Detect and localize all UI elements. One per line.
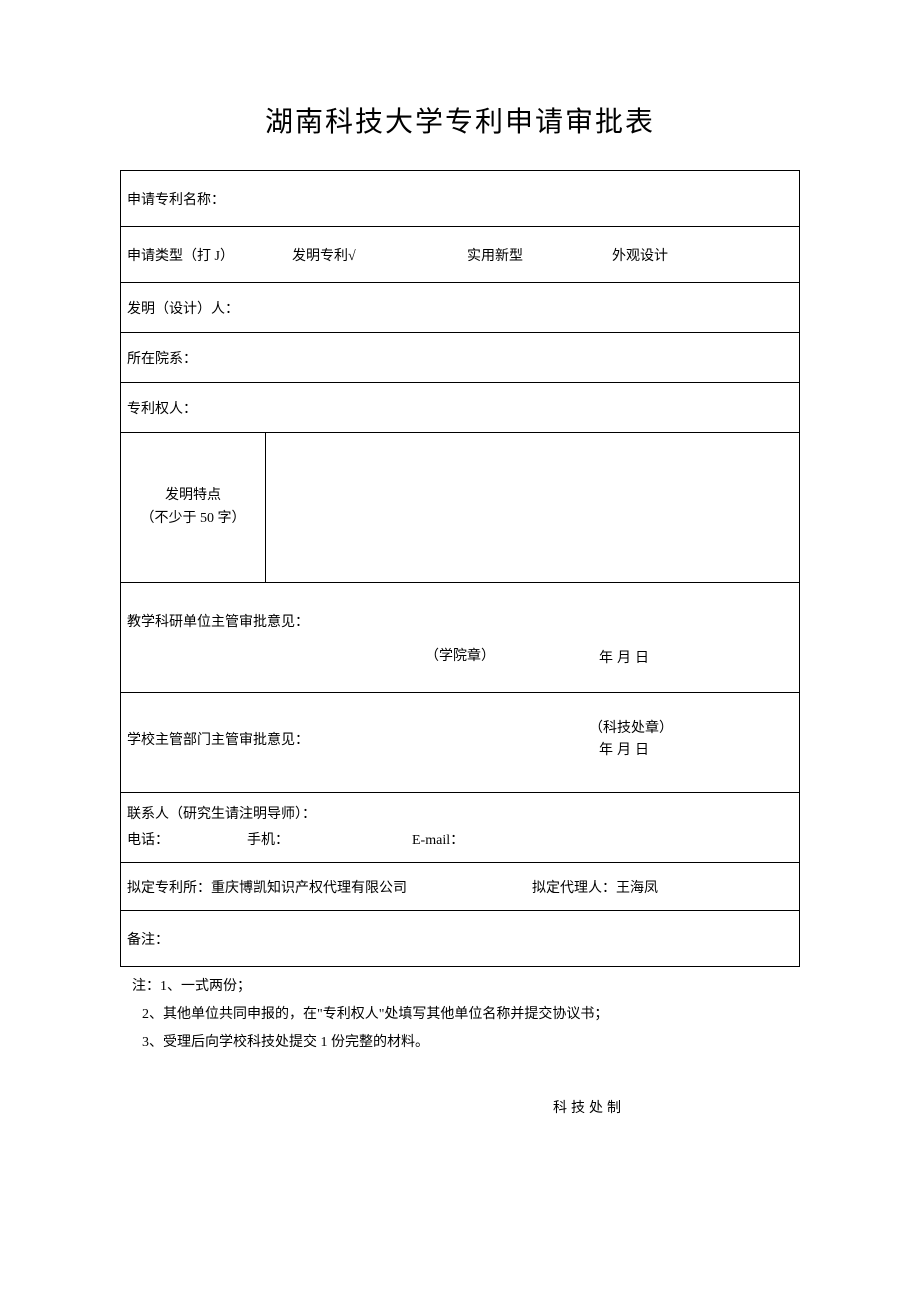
remark-label: 备注： xyxy=(127,933,169,948)
type-option-design: 外观设计 xyxy=(612,245,732,265)
note-2: 2、其他单位共同申报的，在"专利权人"处填写其他单位名称并提交协议书； xyxy=(142,1001,800,1029)
department-row: 所在院系： xyxy=(121,333,800,383)
patent-owner-row: 专利权人： xyxy=(121,383,800,433)
patent-owner-label: 专利权人： xyxy=(127,402,197,417)
school-seal-text: （科技处章） xyxy=(589,717,673,737)
type-option-utility: 实用新型 xyxy=(467,245,612,265)
note-3: 3、受理后向学校科技处提交 1 份完整的材料。 xyxy=(142,1029,800,1057)
feature-label-cell: 发明特点 （不少于 50 字） xyxy=(121,433,266,583)
type-label: 申请类型（打 J） xyxy=(127,245,292,265)
feature-content-cell xyxy=(266,433,800,583)
contact-tel-label: 电话： xyxy=(127,828,247,853)
contact-email-label: E-mail： xyxy=(412,828,464,853)
type-option-invention: 发明专利√ xyxy=(292,245,467,265)
school-approval-label: 学校主管部门主管审批意见： xyxy=(127,729,793,749)
unit-seal-text: （学院章） xyxy=(127,645,793,665)
approval-form-table: 申请专利名称： 申请类型（打 J） 发明专利√ 实用新型 外观设计 发明（设计）… xyxy=(120,170,800,967)
note-1: 注：1、一式两份； xyxy=(132,973,800,1001)
school-approval-row: 学校主管部门主管审批意见： （科技处章） 年月日 xyxy=(121,693,800,793)
agent-person-label: 拟定代理人：王海凤 xyxy=(532,877,658,897)
unit-approval-label: 教学科研单位主管审批意见： xyxy=(127,611,793,631)
feature-label-line1: 发明特点 xyxy=(127,485,259,507)
unit-approval-date: 年月日 xyxy=(599,647,653,667)
feature-label-line2: （不少于 50 字） xyxy=(127,508,259,530)
remark-row: 备注： xyxy=(121,911,800,967)
inventor-label: 发明（设计）人： xyxy=(127,302,239,317)
contact-mobile-label: 手机： xyxy=(247,828,412,853)
school-approval-date: 年月日 xyxy=(599,739,653,759)
agent-row: 拟定专利所：重庆博凯知识产权代理有限公司 拟定代理人：王海凤 xyxy=(121,863,800,911)
contact-person-label: 联系人（研究生请注明导师）： xyxy=(127,802,793,827)
inventor-row: 发明（设计）人： xyxy=(121,283,800,333)
footer-text: 科技处制 xyxy=(120,1097,800,1117)
agent-office-label: 拟定专利所：重庆博凯知识产权代理有限公司 xyxy=(127,877,532,897)
contact-row: 联系人（研究生请注明导师）： 电话： 手机： E-mail： xyxy=(121,793,800,863)
page-title: 湖南科技大学专利申请审批表 xyxy=(120,100,800,140)
unit-approval-row: 教学科研单位主管审批意见： （学院章） 年月日 xyxy=(121,583,800,693)
patent-name-row: 申请专利名称： xyxy=(121,171,800,227)
application-type-row: 申请类型（打 J） 发明专利√ 实用新型 外观设计 xyxy=(121,227,800,283)
notes-section: 注：1、一式两份； 2、其他单位共同申报的，在"专利权人"处填写其他单位名称并提… xyxy=(120,973,800,1057)
patent-name-label: 申请专利名称： xyxy=(127,193,225,208)
department-label: 所在院系： xyxy=(127,352,197,367)
